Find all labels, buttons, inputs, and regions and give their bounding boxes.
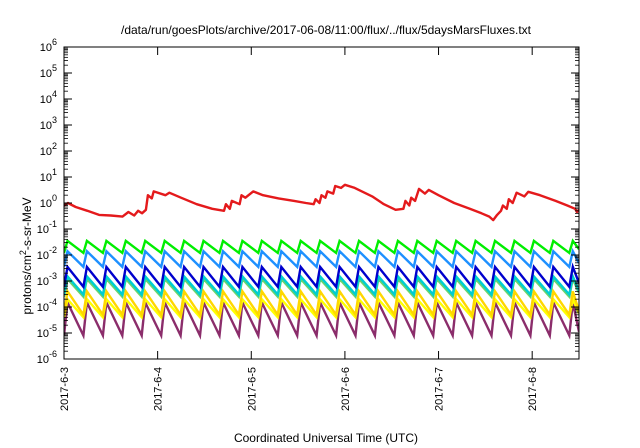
y-tick-label: 10-5 <box>37 323 57 340</box>
series-line-2 <box>64 247 579 270</box>
series-line-3 <box>64 262 579 290</box>
series-line-1 <box>64 238 579 255</box>
series-line-6 <box>64 288 579 319</box>
y-tick-label: 10-3 <box>37 271 57 288</box>
x-tick-label: 2017-6-3 <box>59 367 71 411</box>
y-tick-label: 10-1 <box>37 219 57 236</box>
chart-title: /data/run/goesPlots/archive/2017-06-08/1… <box>121 23 532 37</box>
y-tick-label: 105 <box>40 63 57 80</box>
x-tick-label: 2017-6-8 <box>527 367 539 411</box>
y-axis-label: protons/cm2-s-sr-MeV <box>18 197 34 314</box>
axes: 10-6 10-5 10-4 10-3 10-2 10-1 100 101 102 103 104 1… <box>37 37 580 411</box>
y-tick-label: 104 <box>40 89 57 106</box>
y-tick-label: 106 <box>40 37 57 54</box>
x-axis-label: Coordinated Universal Time (UTC) <box>234 431 418 445</box>
y-axis-label-main: protons/cm <box>20 255 34 314</box>
y-tick-label: 100 <box>40 193 57 210</box>
series-line-main-0 <box>64 183 579 222</box>
y-tick-label: 10-6 <box>37 349 57 366</box>
y-tick-label: 102 <box>40 141 57 158</box>
y-tick-label: 103 <box>40 115 57 132</box>
x-tick-label: 2017-6-6 <box>340 367 352 411</box>
x-tick-label: 2017-6-7 <box>434 367 446 411</box>
y-axis-label-superscript: 2 <box>18 250 28 255</box>
y-tick-label: 101 <box>40 167 57 184</box>
y-tick-label: 10-4 <box>37 297 57 314</box>
x-tick-label: 2017-6-5 <box>246 367 258 411</box>
x-tick-label: 2017-6-4 <box>153 367 165 411</box>
series-line-4 <box>64 272 579 298</box>
y-tick-label: 10-2 <box>37 245 57 262</box>
plot-area <box>64 183 579 340</box>
y-axis-label-tail: -s-sr-MeV <box>20 197 34 250</box>
